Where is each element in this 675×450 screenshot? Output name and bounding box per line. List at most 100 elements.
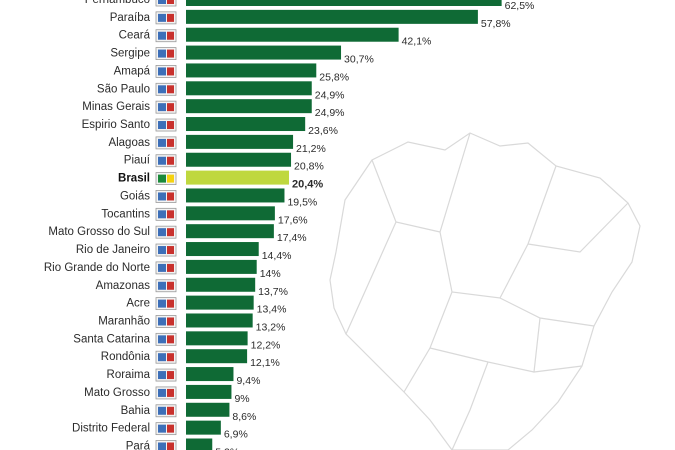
bar — [186, 188, 285, 203]
map-country-outline — [329, 132, 641, 450]
state-flag-icon — [155, 65, 177, 78]
category-label: Pernambuco — [85, 0, 150, 6]
category-label: Alagoas — [108, 137, 150, 149]
category-label: Goiás — [120, 190, 150, 202]
bar — [186, 277, 256, 292]
bar-row: Espirio Santo 23,6% — [82, 117, 338, 137]
bar-row: Paraíba 57,8% — [110, 9, 511, 30]
category-label: Piauí — [124, 155, 151, 167]
data-label: 17,4% — [277, 232, 307, 244]
bar-row: Amapá 25,8% — [114, 63, 349, 83]
highlight-bar — [186, 170, 290, 185]
bar — [186, 81, 312, 96]
bar-row: Tocantins 17,6% — [101, 206, 308, 226]
bar-row: Pará 5,2% — [126, 438, 239, 450]
bar-row: Ceará 42,1% — [119, 27, 432, 48]
category-label: Amazonas — [96, 280, 151, 292]
category-label: Rio de Janeiro — [76, 244, 150, 256]
category-label: Sergipe — [110, 48, 150, 60]
bar-row: Roraima 9,4% — [107, 367, 260, 387]
bar — [186, 63, 317, 78]
data-label: 62,5% — [505, 0, 535, 12]
category-label: Mato Grosso do Sul — [48, 226, 150, 238]
category-label: Mato Grosso — [84, 387, 150, 399]
state-flag-icon — [155, 332, 177, 346]
bar — [186, 152, 292, 167]
bar — [186, 117, 306, 132]
state-flag-icon — [155, 386, 177, 400]
state-flag-icon — [155, 136, 177, 150]
bar-row: Mato Grosso do Sul 17,4% — [48, 224, 307, 244]
data-label: 6,9% — [224, 429, 248, 441]
bar-row: Sergipe 30,7% — [110, 45, 374, 66]
bar — [186, 349, 248, 364]
state-flag-icon — [155, 29, 177, 43]
bar-row: Goiás 19,5% — [120, 188, 317, 208]
category-label: Acre — [126, 298, 150, 310]
data-label: 14% — [260, 268, 281, 280]
data-label: 9,4% — [236, 375, 260, 387]
data-label: 42,1% — [402, 36, 432, 48]
bar — [186, 134, 294, 149]
bar-row: Minas Gerais 24,9% — [82, 99, 345, 119]
state-flag-icon — [155, 315, 177, 328]
category-label: Paraíba — [110, 12, 151, 24]
state-flag-icon — [155, 207, 177, 221]
map-state-borders — [345, 132, 629, 450]
data-label: 23,6% — [308, 125, 338, 137]
state-flag-icon — [155, 190, 177, 203]
state-flag-icon — [155, 261, 177, 275]
data-label: 13,2% — [256, 321, 286, 333]
state-flag-icon — [155, 154, 177, 168]
state-flag-icon — [155, 368, 177, 382]
data-label: 9% — [234, 393, 249, 405]
category-label: Rio Grande do Norte — [44, 262, 150, 274]
bar-row: Maranhão 13,2% — [98, 313, 285, 333]
data-label: 13,7% — [258, 286, 288, 298]
bar — [186, 99, 312, 114]
bar-row: Rio de Janeiro 14,4% — [76, 242, 292, 262]
category-label: Roraima — [107, 369, 151, 381]
bar — [186, 331, 248, 346]
category-label: Maranhão — [98, 315, 150, 327]
state-flag-icon — [155, 440, 177, 450]
data-label: 13,4% — [257, 304, 287, 316]
state-flag-icon — [155, 297, 177, 311]
category-label: Pará — [126, 441, 151, 450]
state-flag-icon — [155, 11, 177, 25]
bar — [186, 295, 254, 310]
bar — [186, 367, 234, 382]
state-flag-icon — [155, 225, 177, 239]
bar — [186, 438, 213, 450]
bar — [186, 313, 253, 328]
data-label: 17,6% — [278, 214, 308, 226]
bar-row: Rio Grande do Norte 14% — [44, 259, 281, 280]
data-label: 8,6% — [232, 411, 256, 423]
category-label: Distrito Federal — [72, 423, 150, 435]
bar-row: Alagoas 21,2% — [108, 134, 326, 155]
bar — [186, 0, 502, 6]
data-label: 20,8% — [294, 161, 324, 173]
bar-row: Amazonas 13,7% — [96, 277, 288, 298]
category-label: Bahia — [121, 405, 151, 417]
data-label: 5,2% — [215, 447, 239, 450]
category-label: São Paulo — [97, 83, 150, 95]
bar — [186, 402, 230, 417]
data-label: 20,4% — [292, 179, 323, 191]
bar-row: Rondônia 12,1% — [101, 349, 280, 369]
state-flag-icon — [155, 0, 177, 7]
bar-row: Santa Catarina 12,2% — [73, 331, 280, 351]
state-flag-icon — [155, 47, 177, 60]
data-label: 12,2% — [251, 339, 281, 351]
bar-row: Distrito Federal 6,9% — [72, 420, 248, 441]
bar-row: Pernambuco 62,5% — [85, 0, 535, 12]
category-label: Minas Gerais — [82, 101, 150, 113]
bar — [186, 384, 232, 399]
bar — [186, 420, 221, 435]
data-label: 25,8% — [319, 71, 349, 83]
bar — [186, 45, 342, 60]
state-flag-icon — [155, 350, 177, 364]
